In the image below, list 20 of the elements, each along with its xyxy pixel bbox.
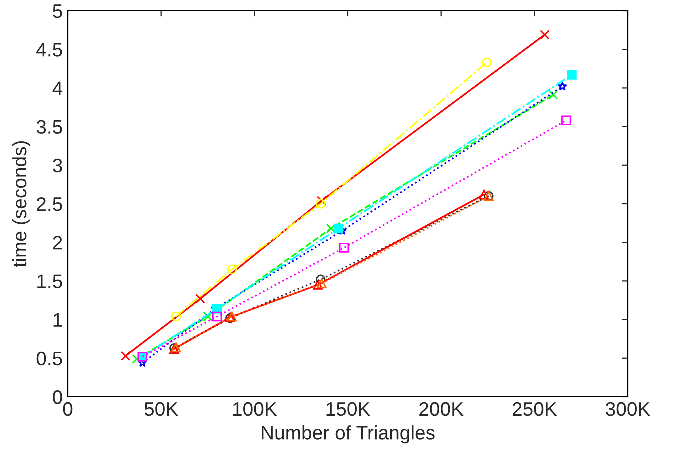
x-tick-label: 0 bbox=[63, 402, 73, 416]
y-tick-label: 2.5 bbox=[37, 197, 62, 212]
x-tick-label: 200K bbox=[420, 402, 464, 416]
y-tick-label: 1.5 bbox=[38, 274, 62, 288]
y-axis-title: time (seconds) bbox=[12, 141, 31, 268]
y-tick-label: 5 bbox=[53, 4, 62, 18]
y-tick-label: 1 bbox=[54, 313, 62, 327]
x-tick-label: 50K bbox=[144, 402, 178, 416]
x-tick-label: 300K bbox=[606, 402, 650, 416]
x-tick-label: 150K bbox=[326, 402, 370, 416]
x-tick-label: 100K bbox=[233, 402, 278, 416]
y-tick-label: 3 bbox=[53, 158, 62, 173]
y-tick-label: 2 bbox=[53, 236, 62, 250]
y-tick-label: 4.5 bbox=[36, 43, 62, 57]
y-tick-label: 0 bbox=[53, 390, 62, 404]
y-tick-label: 0.5 bbox=[36, 352, 62, 366]
x-axis-title: Number of Triangles bbox=[262, 426, 435, 444]
y-tick-label: 3.5 bbox=[36, 120, 62, 134]
y-tick-label: 4 bbox=[52, 82, 63, 96]
x-tick-label: 250K bbox=[512, 402, 558, 416]
